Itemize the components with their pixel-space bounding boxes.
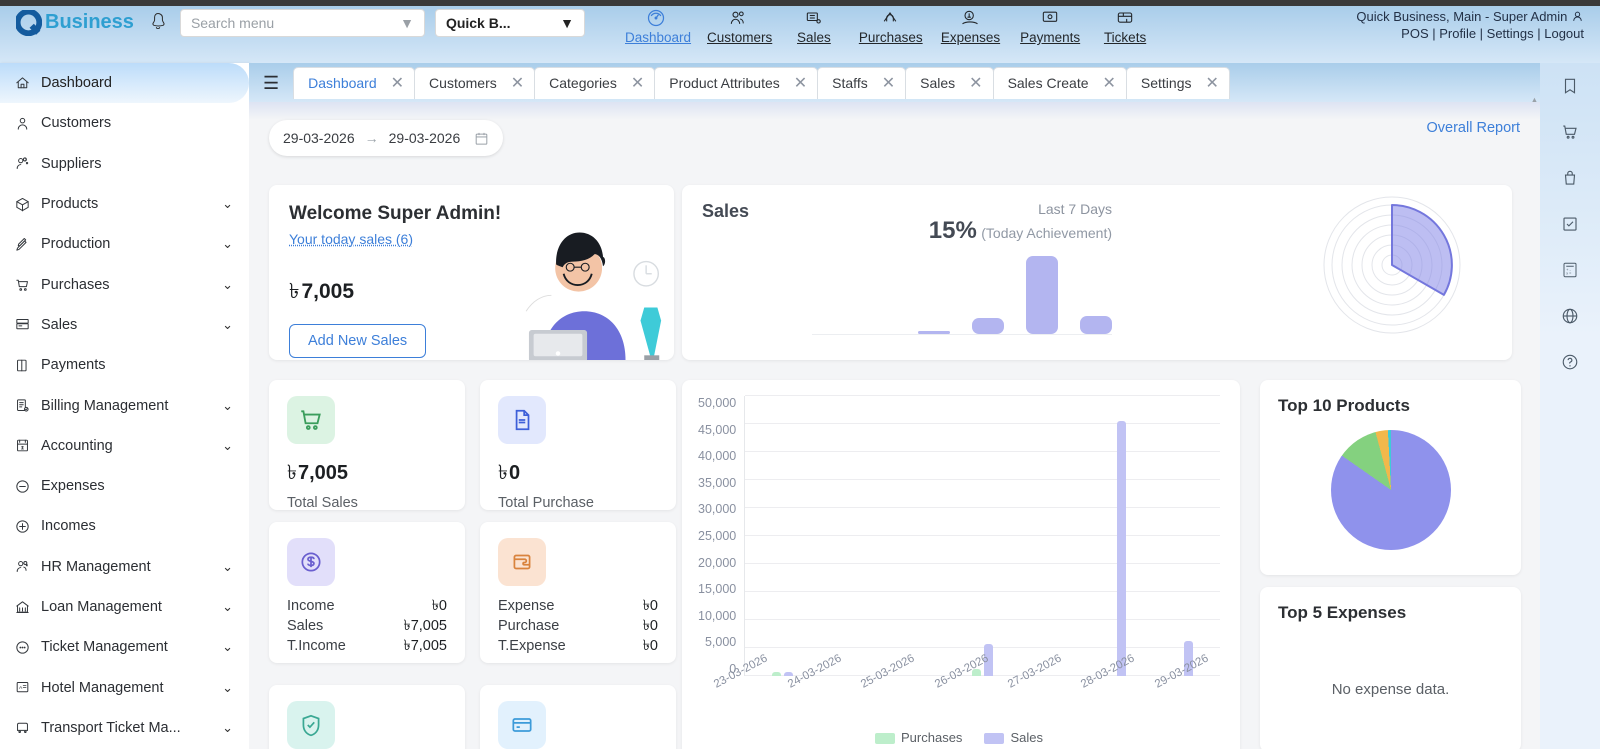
svg-text:x =: x =: [1566, 272, 1571, 276]
svg-text:A: A: [19, 685, 23, 691]
